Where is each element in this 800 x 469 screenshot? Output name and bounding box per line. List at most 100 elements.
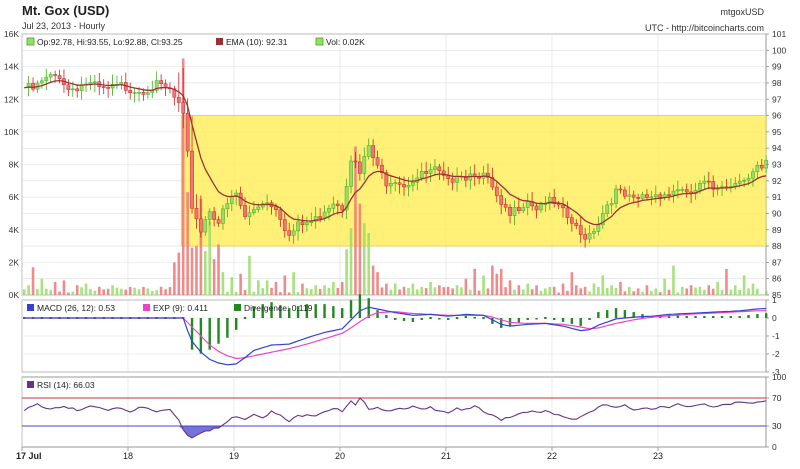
volume-bar (447, 287, 450, 295)
divergence-bar (447, 318, 449, 320)
candle-body (274, 207, 277, 210)
candle-body (451, 179, 454, 183)
volume-tick-label: 8K (9, 160, 20, 170)
candle-body (292, 231, 295, 235)
volume-bar (314, 285, 317, 295)
legend-div-swatch (234, 304, 241, 311)
legend-exp: EXP (9): 0.411 (153, 303, 208, 313)
rsi-tick-label: 30 (772, 421, 782, 431)
volume-bar (442, 287, 445, 295)
volume-bar (359, 204, 362, 295)
volume-bar (376, 272, 379, 295)
volume-bar (412, 284, 415, 295)
candle-body (76, 89, 79, 91)
candle-body (592, 231, 595, 233)
price-tick-label: 91 (772, 192, 782, 202)
candle-body (734, 183, 737, 186)
candle-body (67, 85, 70, 90)
volume-bar (248, 256, 251, 295)
volume-bar (319, 289, 322, 295)
volume-bar (646, 285, 649, 295)
candle-body (248, 213, 251, 217)
volume-bar (120, 289, 123, 295)
divergence-bar (315, 304, 317, 318)
candle-body (584, 235, 587, 240)
volume-bar (694, 287, 697, 295)
candle-body (707, 181, 710, 182)
divergence-bar (712, 316, 714, 318)
candle-body (703, 181, 706, 183)
x-tick-label: 23 (653, 451, 663, 461)
volume-bar (606, 288, 609, 295)
volume-bar (133, 288, 136, 295)
price-tick-label: 97 (772, 94, 782, 104)
volume-bar (756, 289, 759, 295)
volume-bar (350, 228, 353, 295)
volume-bar (389, 290, 392, 295)
volume-bar (213, 259, 216, 295)
volume-bar (32, 267, 35, 295)
volume-bar (540, 291, 543, 295)
candle-body (517, 207, 520, 210)
volume-bar (85, 284, 88, 295)
volume-bar (416, 290, 419, 295)
candle-body (372, 146, 375, 158)
price-tick-label: 93 (772, 160, 782, 170)
volume-bar (420, 287, 423, 295)
candle-body (659, 195, 662, 198)
volume-bar (473, 269, 476, 295)
price-tick-label: 101 (772, 29, 786, 39)
divergence-bar (624, 310, 626, 318)
volume-bar (482, 275, 485, 295)
candle-body (71, 89, 74, 90)
volume-bar (394, 284, 397, 295)
volume-bar (257, 280, 260, 295)
divergence-bar (615, 308, 617, 318)
volume-bar (716, 282, 719, 295)
macd-tick-label: 1 (772, 295, 777, 305)
volume-bar (615, 288, 618, 295)
candle-body (561, 205, 564, 208)
volume-bar (147, 288, 150, 295)
divergence-bar (686, 316, 688, 318)
candle-body (363, 156, 366, 173)
volume-bar (544, 288, 547, 295)
price-tick-label: 98 (772, 78, 782, 88)
volume-bar (94, 291, 97, 295)
volume-bar (593, 284, 596, 295)
candle-body (760, 165, 763, 168)
divergence-bar (527, 318, 529, 320)
volume-bar (738, 290, 741, 295)
divergence-bar (376, 310, 378, 318)
volume-bar (67, 293, 70, 295)
divergence-bar (730, 316, 732, 318)
candle-body (102, 87, 105, 88)
volume-bar (301, 284, 304, 295)
volume-bar (628, 287, 631, 295)
volume-bar (27, 285, 30, 295)
volume-bar (173, 262, 176, 295)
volume-bar (80, 287, 83, 295)
macd-tick-label: -1 (772, 331, 780, 341)
volume-bar (328, 288, 331, 295)
candle-body (398, 183, 401, 185)
volume-bar (734, 285, 737, 295)
candle-body (575, 223, 578, 225)
volume-bar (619, 282, 622, 295)
volume-bar (354, 147, 357, 295)
candle-body (186, 113, 189, 151)
x-tick-label: 21 (441, 451, 451, 461)
price-tick-label: 89 (772, 225, 782, 235)
candle-body (570, 218, 573, 223)
candle-body (243, 205, 246, 216)
candle-body (641, 195, 644, 199)
volume-bar (553, 287, 556, 295)
volume-tick-label: 10K (4, 127, 19, 137)
divergence-bar (747, 315, 749, 318)
candle-body (535, 206, 538, 210)
volume-bar (195, 246, 198, 295)
volume-bar (610, 285, 613, 295)
candle-body (394, 183, 397, 184)
candle-body (411, 182, 414, 185)
